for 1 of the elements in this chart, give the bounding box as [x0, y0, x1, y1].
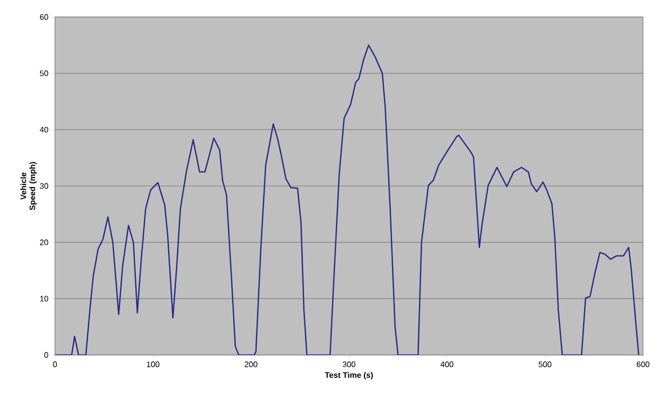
line-series — [55, 44, 640, 355]
